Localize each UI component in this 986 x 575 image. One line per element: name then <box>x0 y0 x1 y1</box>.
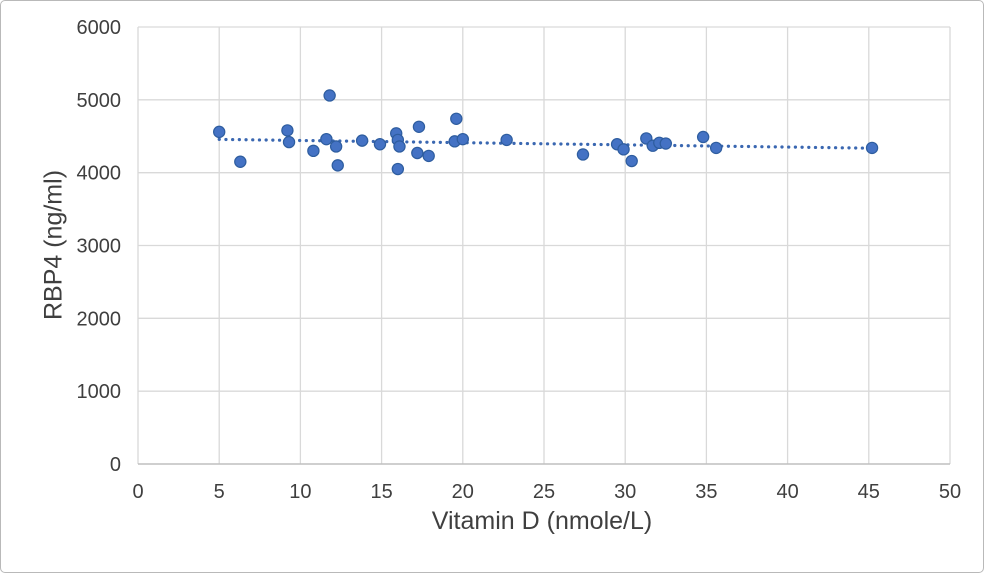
x-tick-label: 30 <box>614 481 636 503</box>
y-tick-label: 2000 <box>77 308 122 330</box>
data-point[interactable] <box>212 125 226 139</box>
y-tick-label: 4000 <box>77 163 122 185</box>
data-point[interactable] <box>391 162 405 176</box>
data-point[interactable] <box>617 143 630 156</box>
data-point[interactable] <box>355 134 369 147</box>
data-point[interactable] <box>393 140 406 153</box>
data-point[interactable] <box>281 124 294 137</box>
x-tick-label: 0 <box>132 481 143 503</box>
data-point[interactable] <box>456 132 469 146</box>
x-tick-label: 25 <box>533 481 555 503</box>
y-tick-label: 6000 <box>77 17 122 39</box>
x-tick-label: 40 <box>776 481 798 503</box>
x-tick-label: 20 <box>452 481 474 503</box>
data-point[interactable] <box>625 154 638 168</box>
data-point[interactable] <box>329 140 343 153</box>
data-point[interactable] <box>307 144 320 158</box>
y-tick-label: 0 <box>110 454 121 476</box>
x-tick-label: 35 <box>695 481 717 503</box>
x-tick-label: 45 <box>858 481 880 503</box>
x-axis-title: Vitamin D (nmole/L) <box>431 507 653 535</box>
data-point[interactable] <box>282 135 296 149</box>
data-point[interactable] <box>576 148 590 161</box>
data-point[interactable] <box>450 112 463 125</box>
x-tick-label: 10 <box>289 481 311 503</box>
y-tick-label: 1000 <box>77 381 122 403</box>
gridlines <box>137 26 951 465</box>
y-axis-title: RBP4 (ng/ml) <box>39 169 68 321</box>
data-point[interactable] <box>422 149 435 163</box>
data-point[interactable] <box>234 155 247 168</box>
data-point[interactable] <box>320 132 333 146</box>
x-tick-label: 5 <box>214 481 225 503</box>
x-tick-labels: 0 5 10 15 20 25 30 35 40 45 50 <box>132 481 961 503</box>
data-point[interactable] <box>373 138 387 151</box>
data-point[interactable] <box>412 120 426 133</box>
data-point[interactable] <box>500 133 513 147</box>
data-point[interactable] <box>865 141 879 155</box>
data-point[interactable] <box>331 159 344 172</box>
data-point[interactable] <box>323 89 336 102</box>
data-point[interactable] <box>659 137 673 150</box>
data-point[interactable] <box>709 141 723 155</box>
data-point[interactable] <box>696 130 710 144</box>
y-tick-labels: 0 1000 2000 3000 4000 5000 6000 <box>77 17 122 476</box>
y-tick-label: 3000 <box>77 236 122 258</box>
x-tick-label: 15 <box>370 481 392 503</box>
data-points <box>212 89 879 176</box>
y-tick-label: 5000 <box>77 90 122 112</box>
data-point[interactable] <box>411 146 424 160</box>
x-tick-label: 50 <box>939 481 961 503</box>
